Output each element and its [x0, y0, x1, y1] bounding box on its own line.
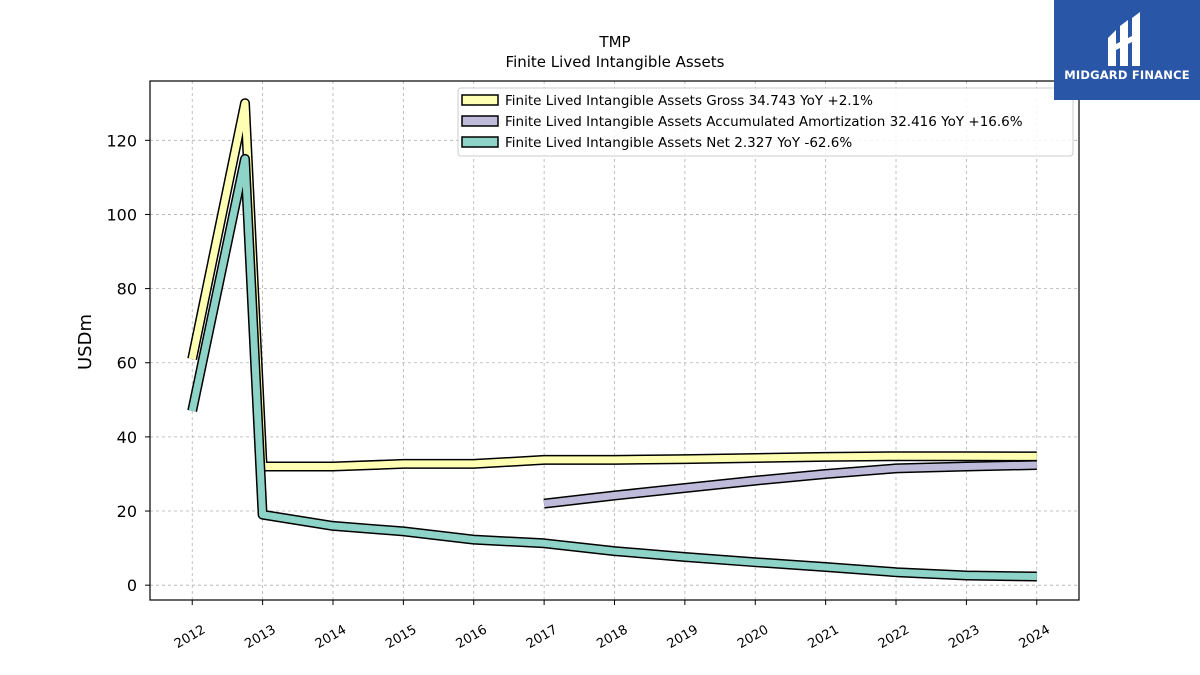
x-tick-label: 2018: [594, 622, 630, 652]
series-line: [188, 99, 1037, 470]
series-lines: [187, 98, 1037, 582]
legend-swatch: [461, 94, 499, 106]
x-tick-label: 2013: [242, 622, 278, 652]
brand-logo: MIDGARD FINANCE: [1054, 0, 1200, 100]
x-tick-label: 2020: [735, 622, 771, 652]
series-line: [188, 155, 1037, 580]
y-tick-label: 40: [117, 428, 137, 447]
legend-entry: Finite Lived Intangible Assets Accumulat…: [505, 114, 1023, 130]
x-tick-label: 2017: [524, 622, 560, 652]
y-tick-label: 80: [117, 280, 137, 299]
chart-subtitle: Finite Lived Intangible Assets: [506, 53, 725, 71]
x-tick-label: 2023: [946, 622, 982, 652]
x-axis-ticks: 2012 2013 2014 2015 2016 2017 2018 2019 2020 2021…: [172, 600, 1053, 652]
x-tick-label: 2019: [665, 622, 701, 652]
legend-frame: [457, 87, 1074, 157]
y-tick-label: 100: [106, 205, 137, 224]
chart-title: TMP: [598, 33, 630, 51]
series-line: [543, 461, 1037, 508]
legend-entry: Finite Lived Intangible Assets Gross 34.…: [505, 93, 873, 109]
x-tick-label: 2012: [172, 622, 208, 652]
y-tick-label: 120: [106, 131, 137, 150]
legend: Finite Lived Intangible Assets Gross 34.…: [457, 87, 1074, 157]
x-tick-label: 2016: [454, 622, 490, 652]
x-tick-label: 2015: [383, 622, 419, 652]
logo-text: MIDGARD FINANCE: [1064, 68, 1190, 82]
logo-mark-icon: [1108, 12, 1140, 66]
y-tick-label: 20: [117, 502, 137, 521]
legend-entry: Finite Lived Intangible Assets Net 2.327…: [505, 135, 852, 151]
y-axis-label: USDm: [75, 314, 96, 370]
y-tick-label: 60: [117, 354, 137, 373]
x-tick-label: 2021: [805, 622, 841, 652]
x-tick-label: 2014: [313, 622, 349, 652]
y-tick-label: 0: [127, 576, 137, 595]
x-tick-label: 2022: [876, 622, 912, 652]
legend-swatch: [461, 115, 499, 127]
legend-swatch: [461, 136, 499, 148]
y-axis-ticks: 0 20 40 60 80 100 120: [106, 131, 150, 595]
x-tick-label: 2024: [1017, 622, 1053, 652]
